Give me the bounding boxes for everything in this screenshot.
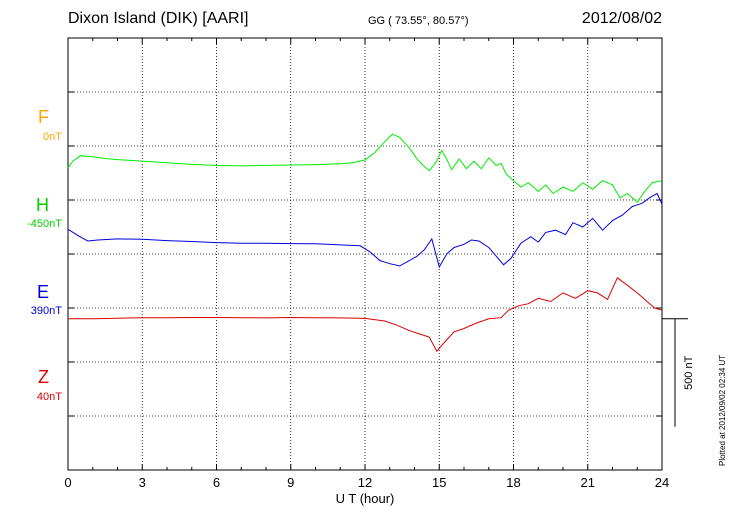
x-tick-label: 9 <box>287 475 294 490</box>
x-tick-label: 15 <box>432 475 446 490</box>
trace-h <box>67 133 663 203</box>
x-tick-label: 21 <box>581 475 595 490</box>
baseline-z: 40nT <box>36 391 62 403</box>
x-tick-label: 24 <box>655 475 669 490</box>
baseline-f: 0nT <box>43 131 62 143</box>
label-z: Z <box>38 367 49 387</box>
trace-z <box>68 277 663 353</box>
label-e: E <box>36 282 49 302</box>
x-tick-label: 18 <box>506 475 520 490</box>
x-tick-label: 3 <box>139 475 146 490</box>
geographic-coordinates: GG ( 73.55°, 80.57°) <box>368 15 469 27</box>
scale-bar-label: 500 nT <box>683 355 695 390</box>
baseline-e: 390nT <box>30 305 62 317</box>
x-tick-label: 6 <box>213 475 220 490</box>
x-axis-label: U T (hour) <box>336 491 395 506</box>
label-h: H <box>36 195 49 215</box>
date-label: 2012/08/02 <box>581 10 662 27</box>
baseline-h: -450nT <box>27 218 62 230</box>
trace-e <box>67 192 663 269</box>
station-title: Dixon Island (DIK) [AARI] <box>68 10 249 27</box>
label-f: F <box>38 107 49 127</box>
x-tick-label: 0 <box>64 475 71 490</box>
x-tick-label: 12 <box>358 475 372 490</box>
